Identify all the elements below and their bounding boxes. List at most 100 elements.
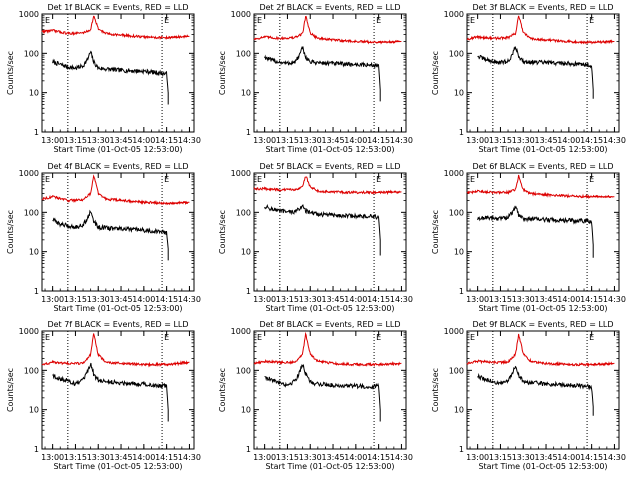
y-tick-label: 1000 [444,169,464,178]
axes-frame [466,172,620,292]
x-axis-label: Start Time (01-Oct-05 12:53:00) [265,304,394,313]
series-lld-line [41,174,190,206]
x-tick-label: 13:30 [512,453,535,462]
series-lld-line [41,333,190,368]
panel-title: Det 4f BLACK = Events, RED = LLD [47,162,188,171]
series-events-line [477,45,594,99]
x-tick-label: 14:00 [557,295,580,304]
x-tick-label: 14:00 [132,136,155,145]
x-tick-label: 14:15 [580,453,603,462]
axes-frame [466,330,620,450]
x-tick-label: 14:00 [557,136,580,145]
x-tick-label: 14:15 [367,136,390,145]
x-tick-label: 13:15 [276,136,299,145]
y-tick-label: 1 [246,445,251,454]
x-tick-label: 14:00 [344,453,367,462]
x-tick-label: 13:15 [489,453,512,462]
panel-title: Det 3f BLACK = Events, RED = LLD [472,3,613,12]
y-tick-label: 10 [454,248,464,257]
marker-label-right: E [589,333,594,342]
panel-title: Det 6f BLACK = Events, RED = LLD [472,162,613,171]
y-axis-label: Counts/sec [6,368,15,412]
y-axis-label: Counts/sec [6,210,15,254]
y-tick-label: 1 [459,287,464,296]
x-axis-label: Start Time (01-Oct-05 12:53:00) [53,145,182,154]
y-tick-label: 100 [236,366,251,375]
marker-label-left: E [470,175,475,184]
marker-label-left: E [257,175,262,184]
x-tick-label: 14:30 [603,453,626,462]
series-events-line [52,362,169,422]
x-tick-label: 13:00 [466,136,489,145]
y-tick-label: 1 [459,128,464,137]
axes-frame [253,13,407,133]
x-tick-label: 13:15 [489,136,512,145]
panel-title: Det 9f BLACK = Events, RED = LLD [472,320,613,329]
x-tick-label: 13:30 [299,453,322,462]
y-tick-label: 1 [246,287,251,296]
panel-title: Det 5f BLACK = Events, RED = LLD [259,162,400,171]
panel-det-8: Det 8f BLACK = Events, RED = LLD 1 10 100 10… [218,320,413,471]
x-tick-label: 14:30 [390,295,413,304]
x-tick-label: 13:15 [276,453,299,462]
y-tick-label: 1 [34,287,39,296]
x-tick-label: 13:45 [535,295,558,304]
series-events-line [264,46,381,102]
x-tick-label: 14:30 [390,136,413,145]
x-tick-label: 14:00 [344,136,367,145]
series-lld-line [253,331,402,368]
x-tick-label: 13:00 [466,453,489,462]
y-tick-label: 1000 [231,169,251,178]
series-lld-line [466,15,615,45]
series-events-line [52,209,169,261]
x-tick-label: 13:30 [299,136,322,145]
panel-det-1: Det 1f BLACK = Events, RED = LLD 1 10 100 10… [6,3,201,154]
x-tick-label: 14:30 [390,453,413,462]
y-tick-label: 10 [29,248,39,257]
x-tick-label: 14:15 [155,295,178,304]
y-tick-label: 1 [34,128,39,137]
y-tick-label: 10 [454,89,464,98]
x-axis-label: Start Time (01-Oct-05 12:53:00) [53,462,182,471]
y-tick-label: 1000 [444,10,464,19]
y-tick-label: 10 [241,89,251,98]
y-tick-label: 1000 [444,327,464,336]
series-lld-line [466,174,615,199]
y-axis-label: Counts/sec [431,51,440,95]
x-tick-label: 14:15 [580,295,603,304]
panel-title: Det 8f BLACK = Events, RED = LLD [259,320,400,329]
x-tick-label: 13:45 [110,453,133,462]
x-tick-label: 13:15 [64,136,87,145]
panel-det-7: Det 7f BLACK = Events, RED = LLD 1 10 100 10… [6,320,201,471]
y-axis-label: Counts/sec [218,368,227,412]
axes-frame [41,172,195,292]
y-tick-label: 10 [241,406,251,415]
x-tick-label: 13:30 [299,295,322,304]
x-tick-label: 13:15 [64,295,87,304]
series-lld-line [41,15,190,40]
x-tick-label: 13:30 [87,136,110,145]
y-tick-label: 100 [449,366,464,375]
x-tick-label: 13:00 [253,136,276,145]
panel-det-5: Det 5f BLACK = Events, RED = LLD 1 10 100 10… [218,162,413,313]
series-events-line [52,50,169,105]
marker-label-right: E [589,16,594,25]
series-lld-line [253,176,402,196]
x-tick-label: 14:30 [603,136,626,145]
x-tick-label: 13:45 [322,453,345,462]
marker-label-right: E [376,175,381,184]
x-tick-label: 13:00 [41,295,64,304]
x-axis-label: Start Time (01-Oct-05 12:53:00) [478,145,607,154]
y-tick-label: 10 [454,406,464,415]
series-events-line [477,365,594,416]
y-tick-label: 1000 [231,10,251,19]
y-tick-label: 1000 [231,327,251,336]
marker-label-left: E [45,16,50,25]
panel-det-3: Det 3f BLACK = Events, RED = LLD 1 10 100 10… [431,3,626,154]
marker-label-left: E [45,175,50,184]
y-tick-label: 1000 [19,169,39,178]
x-axis-label: Start Time (01-Oct-05 12:53:00) [265,145,394,154]
y-tick-label: 100 [449,208,464,217]
y-tick-label: 1 [459,445,464,454]
